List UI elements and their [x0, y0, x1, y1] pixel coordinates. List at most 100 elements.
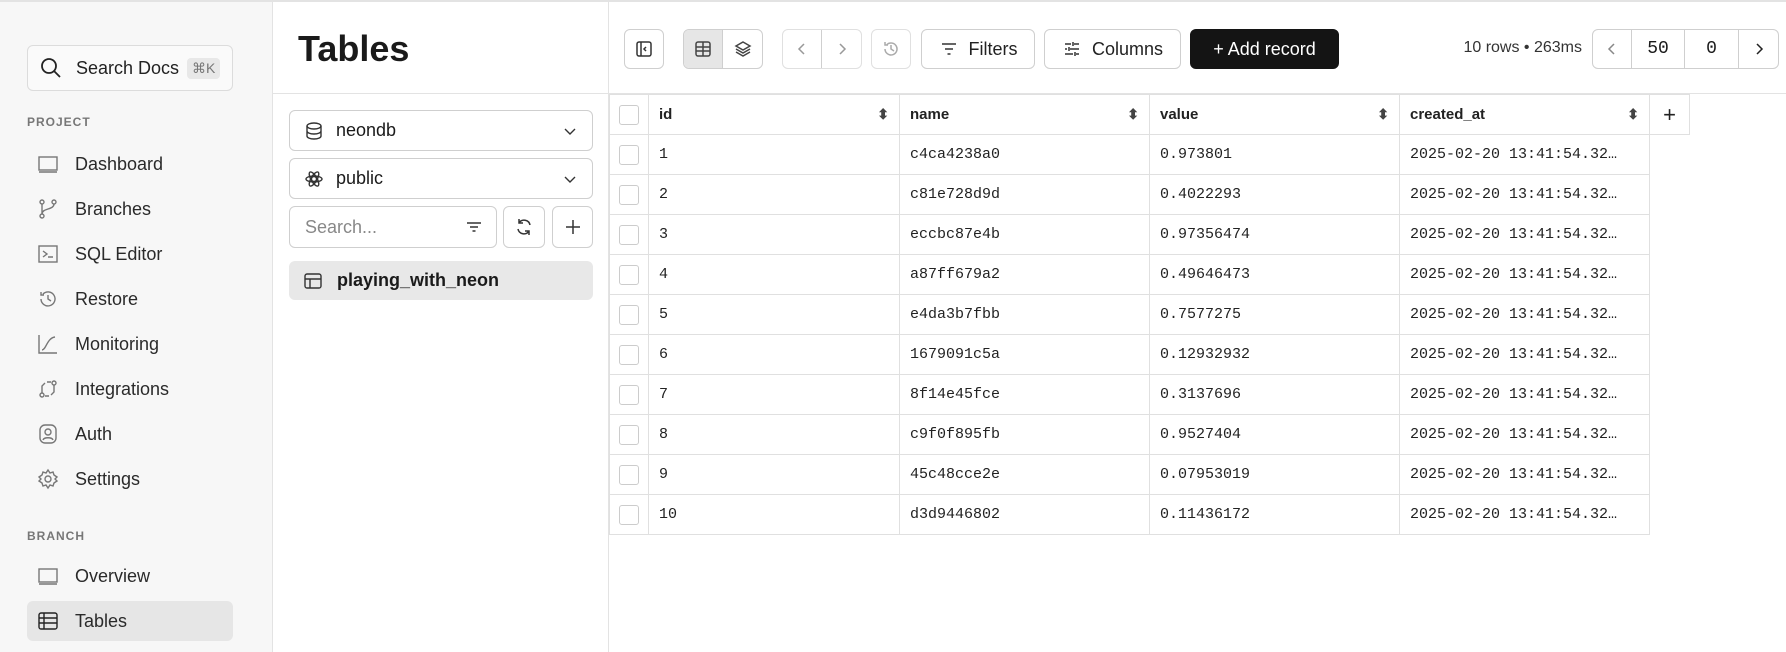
- cell-name[interactable]: e4da3b7fbb: [899, 294, 1150, 335]
- cell-value[interactable]: 0.49646473: [1149, 254, 1400, 295]
- columns-button[interactable]: Columns: [1044, 29, 1181, 69]
- row-select-cell: [609, 374, 649, 415]
- cell-name[interactable]: c81e728d9d: [899, 174, 1150, 215]
- toggle-panel-button[interactable]: [624, 29, 664, 69]
- cell-created_at[interactable]: 2025-02-20 13:41:54.32…: [1399, 494, 1650, 535]
- column-header-name[interactable]: name ⬍: [899, 94, 1150, 135]
- cell-created_at[interactable]: 2025-02-20 13:41:54.32…: [1399, 214, 1650, 255]
- sidebar-item-overview[interactable]: Overview: [27, 556, 233, 596]
- cell-name[interactable]: 45c48cce2e: [899, 454, 1150, 495]
- add-record-button[interactable]: + Add record: [1190, 29, 1339, 69]
- sidebar-item-tables[interactable]: Tables: [27, 601, 233, 641]
- select-all-checkbox[interactable]: [619, 104, 639, 125]
- next-record-button[interactable]: [822, 30, 861, 68]
- cell-id[interactable]: 6: [648, 334, 900, 375]
- view-toggle-group: [683, 29, 763, 69]
- cell-created_at[interactable]: 2025-02-20 13:41:54.32…: [1399, 294, 1650, 335]
- refresh-icon: [517, 219, 531, 235]
- sidebar-item-monitoring[interactable]: Monitoring: [27, 324, 233, 364]
- sort-icon[interactable]: ⬍: [1627, 106, 1639, 122]
- cell-value[interactable]: 0.3137696: [1149, 374, 1400, 415]
- sidebar-item-restore[interactable]: Restore: [27, 279, 233, 319]
- next-page-button[interactable]: [1739, 30, 1778, 68]
- empty-cell: [1650, 295, 1690, 335]
- layers-icon: [733, 41, 752, 57]
- column-name: created_at: [1410, 106, 1486, 123]
- history-button[interactable]: [871, 29, 911, 69]
- row-checkbox[interactable]: [619, 384, 639, 405]
- sidebar-item-auth[interactable]: Auth: [27, 414, 233, 454]
- grid-view-button[interactable]: [684, 30, 723, 68]
- add-table-button[interactable]: [552, 206, 593, 248]
- cell-id[interactable]: 7: [648, 374, 900, 415]
- row-checkbox[interactable]: [619, 264, 639, 285]
- cell-id[interactable]: 2: [648, 174, 900, 215]
- cell-id[interactable]: 10: [648, 494, 900, 535]
- cell-value[interactable]: 0.12932932: [1149, 334, 1400, 375]
- row-checkbox[interactable]: [619, 344, 639, 365]
- cell-value[interactable]: 0.973801: [1149, 134, 1400, 175]
- sidebar-item-integrations[interactable]: Integrations: [27, 369, 233, 409]
- sidebar-item-sql-editor[interactable]: SQL Editor: [27, 234, 233, 274]
- cell-id[interactable]: 5: [648, 294, 900, 335]
- schema-select[interactable]: public: [289, 158, 593, 199]
- prev-page-button[interactable]: [1593, 30, 1632, 68]
- database-select[interactable]: neondb: [289, 110, 593, 151]
- cell-created_at[interactable]: 2025-02-20 13:41:54.32…: [1399, 174, 1650, 215]
- schema-view-button[interactable]: [723, 30, 762, 68]
- branch-icon: [39, 199, 57, 219]
- filters-button[interactable]: Filters: [921, 29, 1035, 69]
- cell-value[interactable]: 0.97356474: [1149, 214, 1400, 255]
- cell-value[interactable]: 0.11436172: [1149, 494, 1400, 535]
- cell-name[interactable]: 8f14e45fce: [899, 374, 1150, 415]
- sidebar-item-label: Dashboard: [75, 153, 164, 174]
- cell-value[interactable]: 0.9527404: [1149, 414, 1400, 455]
- row-checkbox[interactable]: [619, 464, 639, 485]
- cell-value[interactable]: 0.07953019: [1149, 454, 1400, 495]
- sidebar-item-branches[interactable]: Branches: [27, 189, 233, 229]
- row-checkbox[interactable]: [619, 144, 639, 165]
- cell-created_at[interactable]: 2025-02-20 13:41:54.32…: [1399, 414, 1650, 455]
- cell-id[interactable]: 3: [648, 214, 900, 255]
- plus-icon: [565, 220, 580, 234]
- sort-icon[interactable]: ⬍: [1377, 106, 1389, 122]
- sidebar-item-settings[interactable]: Settings: [27, 459, 233, 499]
- cell-created_at[interactable]: 2025-02-20 13:41:54.32…: [1399, 454, 1650, 495]
- offset-input[interactable]: 0: [1685, 30, 1739, 68]
- cell-created_at[interactable]: 2025-02-20 13:41:54.32…: [1399, 254, 1650, 295]
- filter-icon[interactable]: [464, 217, 484, 237]
- cell-name[interactable]: eccbc87e4b: [899, 214, 1150, 255]
- sort-icon[interactable]: ⬍: [1127, 106, 1139, 122]
- prev-record-button[interactable]: [783, 30, 822, 68]
- row-checkbox[interactable]: [619, 304, 639, 325]
- column-header-created_at[interactable]: created_at ⬍: [1399, 94, 1650, 135]
- cell-name[interactable]: c9f0f895fb: [899, 414, 1150, 455]
- cell-id[interactable]: 4: [648, 254, 900, 295]
- column-header-value[interactable]: value ⬍: [1149, 94, 1400, 135]
- cell-name[interactable]: d3d9446802: [899, 494, 1150, 535]
- cell-name[interactable]: a87ff679a2: [899, 254, 1150, 295]
- table-search-input[interactable]: Search...: [289, 206, 497, 248]
- row-checkbox[interactable]: [619, 424, 639, 445]
- column-header-id[interactable]: id ⬍: [648, 94, 900, 135]
- cell-created_at[interactable]: 2025-02-20 13:41:54.32…: [1399, 374, 1650, 415]
- sidebar-item-dashboard[interactable]: Dashboard: [27, 144, 233, 184]
- cell-value[interactable]: 0.7577275: [1149, 294, 1400, 335]
- cell-name[interactable]: 1679091c5a: [899, 334, 1150, 375]
- cell-name[interactable]: c4ca4238a0: [899, 134, 1150, 175]
- limit-input[interactable]: 50: [1632, 30, 1685, 68]
- sort-icon[interactable]: ⬍: [877, 106, 889, 122]
- refresh-button[interactable]: [503, 206, 545, 248]
- row-checkbox[interactable]: [619, 224, 639, 245]
- cell-created_at[interactable]: 2025-02-20 13:41:54.32…: [1399, 334, 1650, 375]
- cell-id[interactable]: 8: [648, 414, 900, 455]
- add-column-button[interactable]: +: [1649, 94, 1690, 135]
- cell-value[interactable]: 0.4022293: [1149, 174, 1400, 215]
- row-checkbox[interactable]: [619, 504, 639, 525]
- table-list-item[interactable]: playing_with_neon: [289, 261, 593, 300]
- cell-id[interactable]: 1: [648, 134, 900, 175]
- search-docs-button[interactable]: Search Docs ⌘K: [27, 45, 233, 91]
- row-checkbox[interactable]: [619, 184, 639, 205]
- cell-created_at[interactable]: 2025-02-20 13:41:54.32…: [1399, 134, 1650, 175]
- cell-id[interactable]: 9: [648, 454, 900, 495]
